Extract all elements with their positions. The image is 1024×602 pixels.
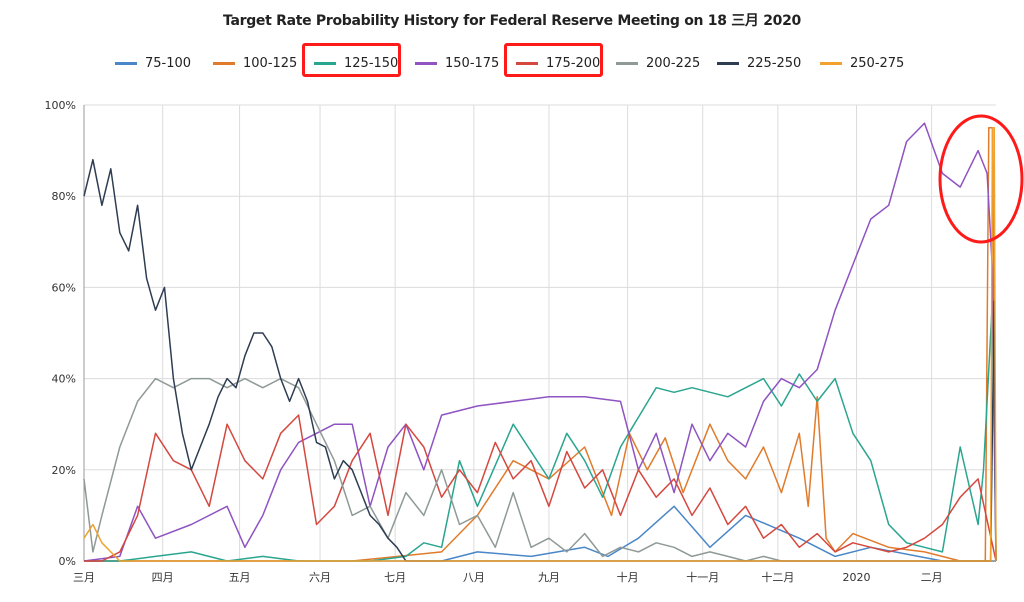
legend-item-225-250[interactable]: 225-250: [717, 52, 801, 74]
legend-item-100-125[interactable]: 100-125: [213, 52, 297, 74]
annotation-circle: [938, 114, 1024, 244]
series-line-75-100: [84, 505, 996, 562]
x-tick-label: 八月: [463, 571, 485, 584]
y-tick-label: 0%: [59, 555, 76, 568]
legend-label: 200-225: [646, 55, 701, 71]
x-tick-label: 十一月: [686, 570, 719, 584]
legend-swatch: [616, 61, 638, 65]
legend-swatch: [415, 61, 437, 65]
legend-label: 250-275: [850, 55, 905, 71]
series-line-200-225: [83, 377, 996, 562]
x-tick-label: 十月: [617, 570, 639, 584]
x-tick-label: 二月: [921, 571, 943, 584]
x-tick-label: 十二月: [761, 570, 794, 584]
x-tick-label: 2020: [843, 571, 871, 584]
x-tick-label: 三月: [73, 571, 95, 584]
legend-label: 125-150: [344, 55, 399, 71]
x-tick-label: 七月: [384, 571, 406, 584]
legend-swatch: [213, 61, 235, 65]
y-tick-label: 20%: [52, 464, 76, 477]
legend-label: 225-250: [747, 55, 802, 71]
series-line-125-150: [84, 300, 997, 562]
legend-label: 150-175: [445, 55, 500, 71]
y-tick-label: 100%: [45, 99, 76, 112]
legend-swatch: [516, 61, 538, 65]
legend-swatch: [314, 61, 336, 65]
legend-highlight-box: [504, 43, 603, 77]
legend-label: 100-125: [243, 55, 298, 71]
series-line-150-175: [83, 122, 997, 562]
y-tick-label: 60%: [52, 281, 76, 294]
series-line-250-275: [83, 127, 997, 562]
series-line-100-125: [84, 127, 997, 562]
legend-item-200-225[interactable]: 200-225: [616, 52, 700, 74]
series-line-175-200: [84, 414, 997, 562]
legend-swatch: [717, 61, 739, 65]
y-tick-label: 80%: [52, 190, 76, 203]
legend-item-250-275[interactable]: 250-275: [820, 52, 904, 74]
legend-label: 75-100: [145, 55, 192, 71]
legend: 75-100 100-125 125-150 150-175 175-200 200-22…: [0, 43, 1024, 77]
legend-item-150-175[interactable]: 150-175: [415, 52, 499, 74]
legend-item-75-100[interactable]: 75-100: [115, 52, 191, 74]
legend-swatch: [115, 61, 137, 65]
y-tick-label: 40%: [52, 373, 76, 386]
legend-label: 175-200: [546, 55, 601, 71]
legend-swatch: [820, 61, 842, 65]
legend-item-175-200[interactable]: 175-200: [516, 52, 600, 74]
legend-highlight-box: [302, 43, 401, 77]
x-tick-label: 九月: [538, 571, 560, 584]
series-line-225-250: [83, 158, 997, 562]
x-tick-label: 五月: [229, 571, 251, 584]
x-tick-label: 六月: [309, 571, 331, 584]
x-tick-label: 四月: [152, 571, 174, 584]
chart-title: Target Rate Probability History for Fede…: [223, 13, 801, 29]
legend-item-125-150[interactable]: 125-150: [314, 52, 398, 74]
